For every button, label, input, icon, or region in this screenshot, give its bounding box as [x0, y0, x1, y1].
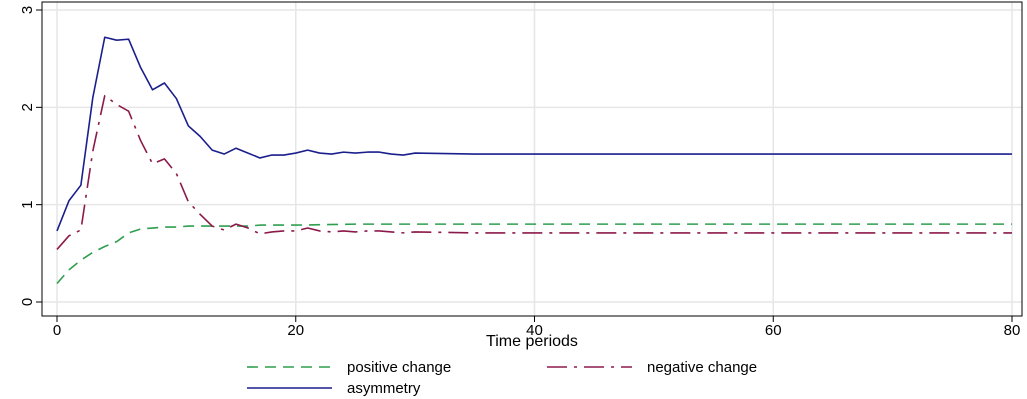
series-line-asymmetry	[56, 36, 1012, 232]
series-line-positive-change	[56, 223, 1012, 285]
x-tick-label: 0	[53, 322, 61, 339]
legend-item: asymmetry	[247, 380, 421, 397]
legend-label: asymmetry	[347, 380, 421, 397]
x-axis-title: Time periods	[486, 333, 578, 350]
plot-frame	[41, 1, 1023, 317]
axes-layer: 0 1 2 3 0 20 40 60 80	[19, 6, 1020, 339]
legend-item: negative change	[547, 359, 757, 376]
y-tick-label: 3	[19, 6, 36, 14]
grid-lines	[42, 2, 1022, 316]
y-tick-label: 0	[19, 298, 36, 306]
legend: positive change negative change asymmetry	[247, 359, 757, 397]
legend-item: positive change	[247, 359, 451, 376]
x-tick-label: 40	[526, 322, 543, 339]
series-layer	[56, 36, 1012, 285]
legend-label: negative change	[647, 359, 757, 376]
y-tick-label: 2	[19, 103, 36, 111]
series-line-negative-change	[56, 94, 1012, 250]
x-tick-label: 80	[1004, 322, 1021, 339]
legend-label: positive change	[347, 359, 451, 376]
x-tick-label: 20	[287, 322, 304, 339]
y-tick-label: 1	[19, 200, 36, 208]
x-tick-label: 60	[765, 322, 782, 339]
